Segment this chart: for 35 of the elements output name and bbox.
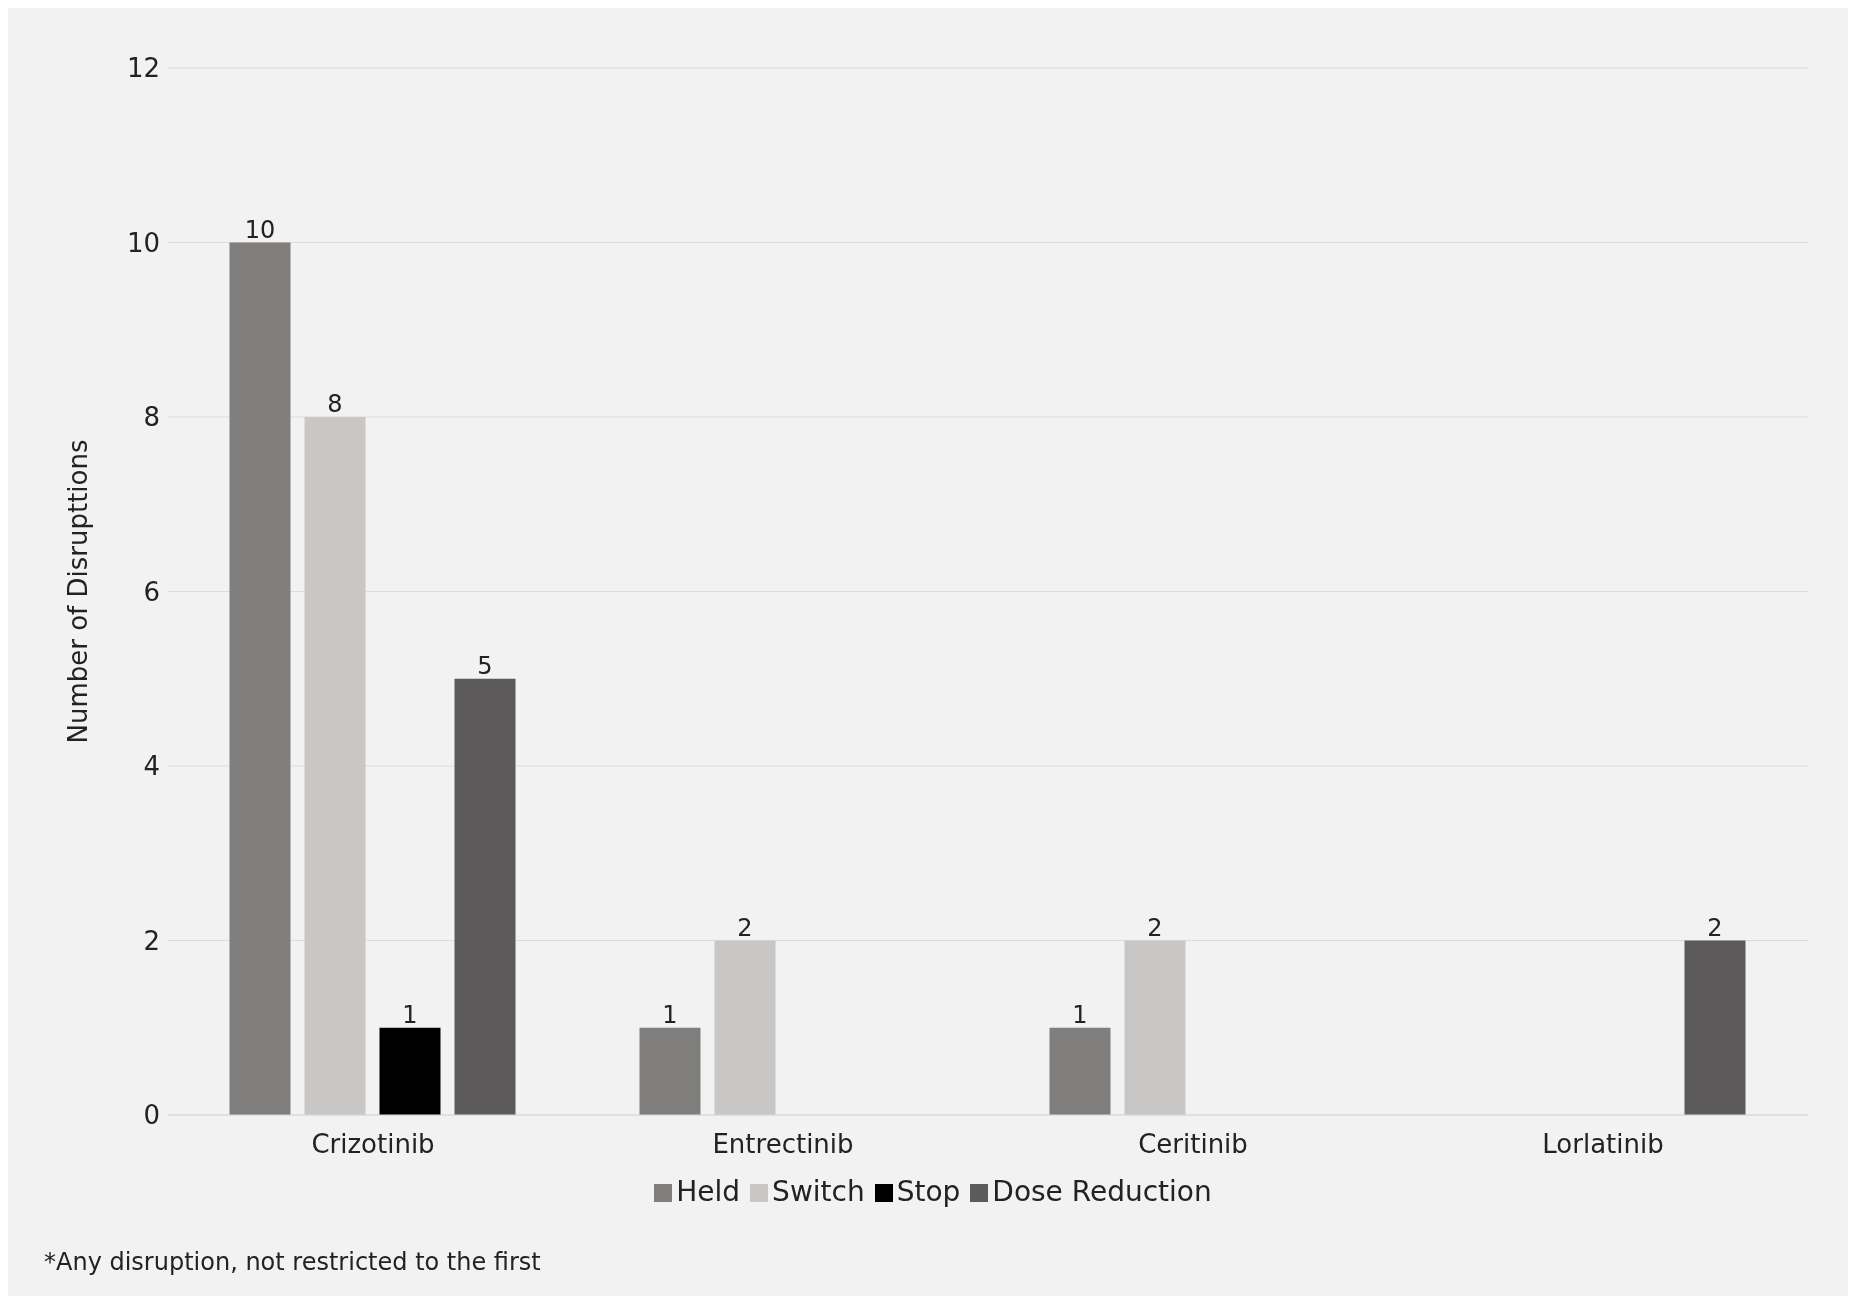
bar [304,417,366,1115]
data-label: 8 [327,390,343,418]
y-axis-title: Number of Disrupttions [63,439,94,744]
data-label: 1 [662,1000,678,1029]
legend-label: Dose Reduction [992,1175,1212,1208]
bar [1124,940,1186,1115]
x-tick-label: Lorlatinib [1542,1129,1664,1160]
data-label: 2 [1147,913,1163,942]
x-tick-label: Crizotinib [311,1129,435,1160]
x-tick-label: Entrectinib [712,1129,854,1160]
data-label: 10 [244,215,276,244]
y-tick-label: 12 [126,53,160,84]
y-tick-label: 10 [126,227,160,258]
x-tick-label: Ceritinib [1138,1129,1248,1160]
bar [454,678,516,1115]
bar [379,1027,441,1115]
bar [1049,1027,1111,1115]
data-label: 2 [1707,913,1723,942]
bar [714,940,776,1115]
data-label: 1 [402,1000,418,1029]
data-label: 1 [1072,1000,1088,1029]
y-tick-label: 0 [143,1100,160,1131]
text: *Any disruption, not restricted to the first [44,1248,542,1276]
bar [639,1027,701,1115]
data-label: 5 [477,651,493,680]
y-tick-label: 4 [143,751,160,782]
legend-label: Stop [896,1175,961,1208]
legend-label: Switch [772,1175,865,1208]
y-tick-label: 2 [143,925,160,956]
bar [229,242,291,1115]
legend-label: Held [676,1175,741,1208]
data-label: 2 [737,913,753,942]
y-tick-label: 6 [143,576,160,607]
bar [1684,940,1746,1115]
y-tick-label: 8 [143,402,160,433]
